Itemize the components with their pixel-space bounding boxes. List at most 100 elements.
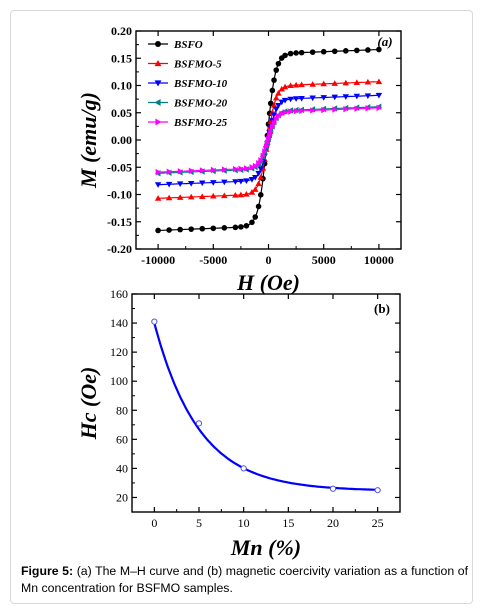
data-point	[243, 190, 250, 197]
legend-marker	[154, 80, 162, 87]
x-tick-label-b: 25	[372, 516, 384, 530]
data-point	[269, 87, 276, 94]
data-point	[365, 47, 371, 53]
data-point	[320, 80, 327, 87]
y-tick-label-a: -0.15	[107, 215, 132, 229]
data-point	[364, 78, 372, 85]
data-point	[329, 485, 337, 492]
y-tick-label-b: 100	[110, 374, 128, 388]
data-point	[252, 186, 259, 192]
data-point	[321, 106, 327, 114]
legend-label: BSFMO-10	[173, 78, 228, 90]
x-tick-label-b: 15	[282, 516, 294, 530]
data-point	[376, 46, 382, 53]
data-point	[375, 78, 383, 85]
data-point	[221, 192, 228, 199]
data-point	[232, 179, 239, 185]
data-point	[249, 164, 256, 171]
data-point	[273, 94, 280, 101]
legend-marker	[155, 118, 162, 126]
data-point	[155, 168, 162, 176]
data-point	[354, 47, 360, 54]
data-point	[320, 95, 327, 101]
data-point	[278, 99, 285, 106]
data-point	[255, 203, 262, 210]
x-tick-label-a: 0	[266, 253, 272, 267]
data-point	[257, 166, 264, 173]
data-point	[165, 181, 173, 188]
data-point	[255, 170, 262, 177]
y-tick-label-b: 120	[110, 345, 128, 359]
data-point	[354, 105, 361, 112]
data-point	[288, 108, 294, 115]
data-point	[309, 95, 316, 102]
data-point	[237, 178, 245, 185]
data-point	[269, 123, 276, 131]
data-point	[282, 109, 289, 116]
data-point	[353, 93, 361, 100]
data-point	[298, 81, 305, 88]
caption-label: Figure 5:	[21, 564, 74, 578]
data-point	[275, 60, 282, 67]
data-point	[331, 80, 338, 86]
data-point	[252, 162, 259, 170]
y-tick-label-b: 20	[116, 490, 128, 504]
data-point	[165, 194, 173, 201]
data-point	[282, 52, 288, 59]
x-axis-label-a: H (Oe)	[236, 270, 300, 295]
x-tick-label-a: 5000	[312, 253, 336, 267]
data-point	[292, 96, 300, 102]
data-point	[273, 106, 280, 113]
data-point	[187, 180, 195, 187]
data-point	[331, 48, 338, 55]
data-point	[195, 420, 203, 427]
data-point	[298, 49, 305, 56]
legend-label: BSFO	[173, 39, 203, 51]
y-tick-label-a: 0.10	[111, 79, 132, 93]
caption-text: (a) The M–H curve and (b) magnetic coerc…	[21, 564, 468, 595]
y-tick-label-b: 60	[116, 432, 128, 446]
data-point	[273, 67, 280, 73]
data-point	[238, 224, 244, 230]
y-axis-label-a: M (emu/g)	[76, 92, 101, 189]
legend-marker	[154, 60, 162, 67]
data-point	[287, 96, 294, 103]
x-tick-label-a: -5000	[199, 253, 227, 267]
y-axis-label-b: Hc (Oe)	[76, 367, 101, 441]
data-point	[257, 174, 264, 180]
data-point	[376, 104, 383, 112]
data-point	[262, 148, 268, 155]
data-point	[279, 110, 285, 117]
data-point	[365, 105, 372, 112]
data-point	[187, 193, 195, 200]
data-point	[281, 83, 289, 90]
legend-label: BSFMO-5	[173, 59, 222, 71]
figure-caption: Figure 5: (a) The M–H curve and (b) magn…	[21, 563, 468, 597]
legend-label: BSFMO-25	[173, 117, 228, 129]
fit-curve	[153, 322, 378, 491]
data-point	[278, 85, 285, 92]
y-tick-label-a: 0.05	[111, 106, 132, 120]
data-point	[298, 95, 305, 102]
data-point	[176, 181, 184, 188]
y-tick-label-b: 80	[116, 403, 128, 417]
data-point	[270, 101, 278, 108]
data-point	[271, 77, 277, 83]
legend-marker	[155, 41, 161, 47]
data-point	[188, 167, 195, 175]
y-tick-label-b: 40	[116, 461, 128, 475]
x-axis-label-b: Mn (%)	[230, 535, 301, 560]
plot-frame-b	[131, 293, 401, 513]
data-point	[221, 225, 228, 231]
data-point	[331, 94, 338, 101]
data-point	[199, 180, 206, 187]
data-point	[199, 225, 206, 232]
data-point	[199, 167, 206, 174]
data-point	[244, 165, 250, 172]
data-point	[364, 93, 372, 99]
data-point	[374, 487, 381, 494]
data-point	[166, 227, 172, 233]
legend-marker	[154, 99, 161, 106]
figure-frame	[10, 10, 473, 604]
data-point	[154, 182, 162, 188]
